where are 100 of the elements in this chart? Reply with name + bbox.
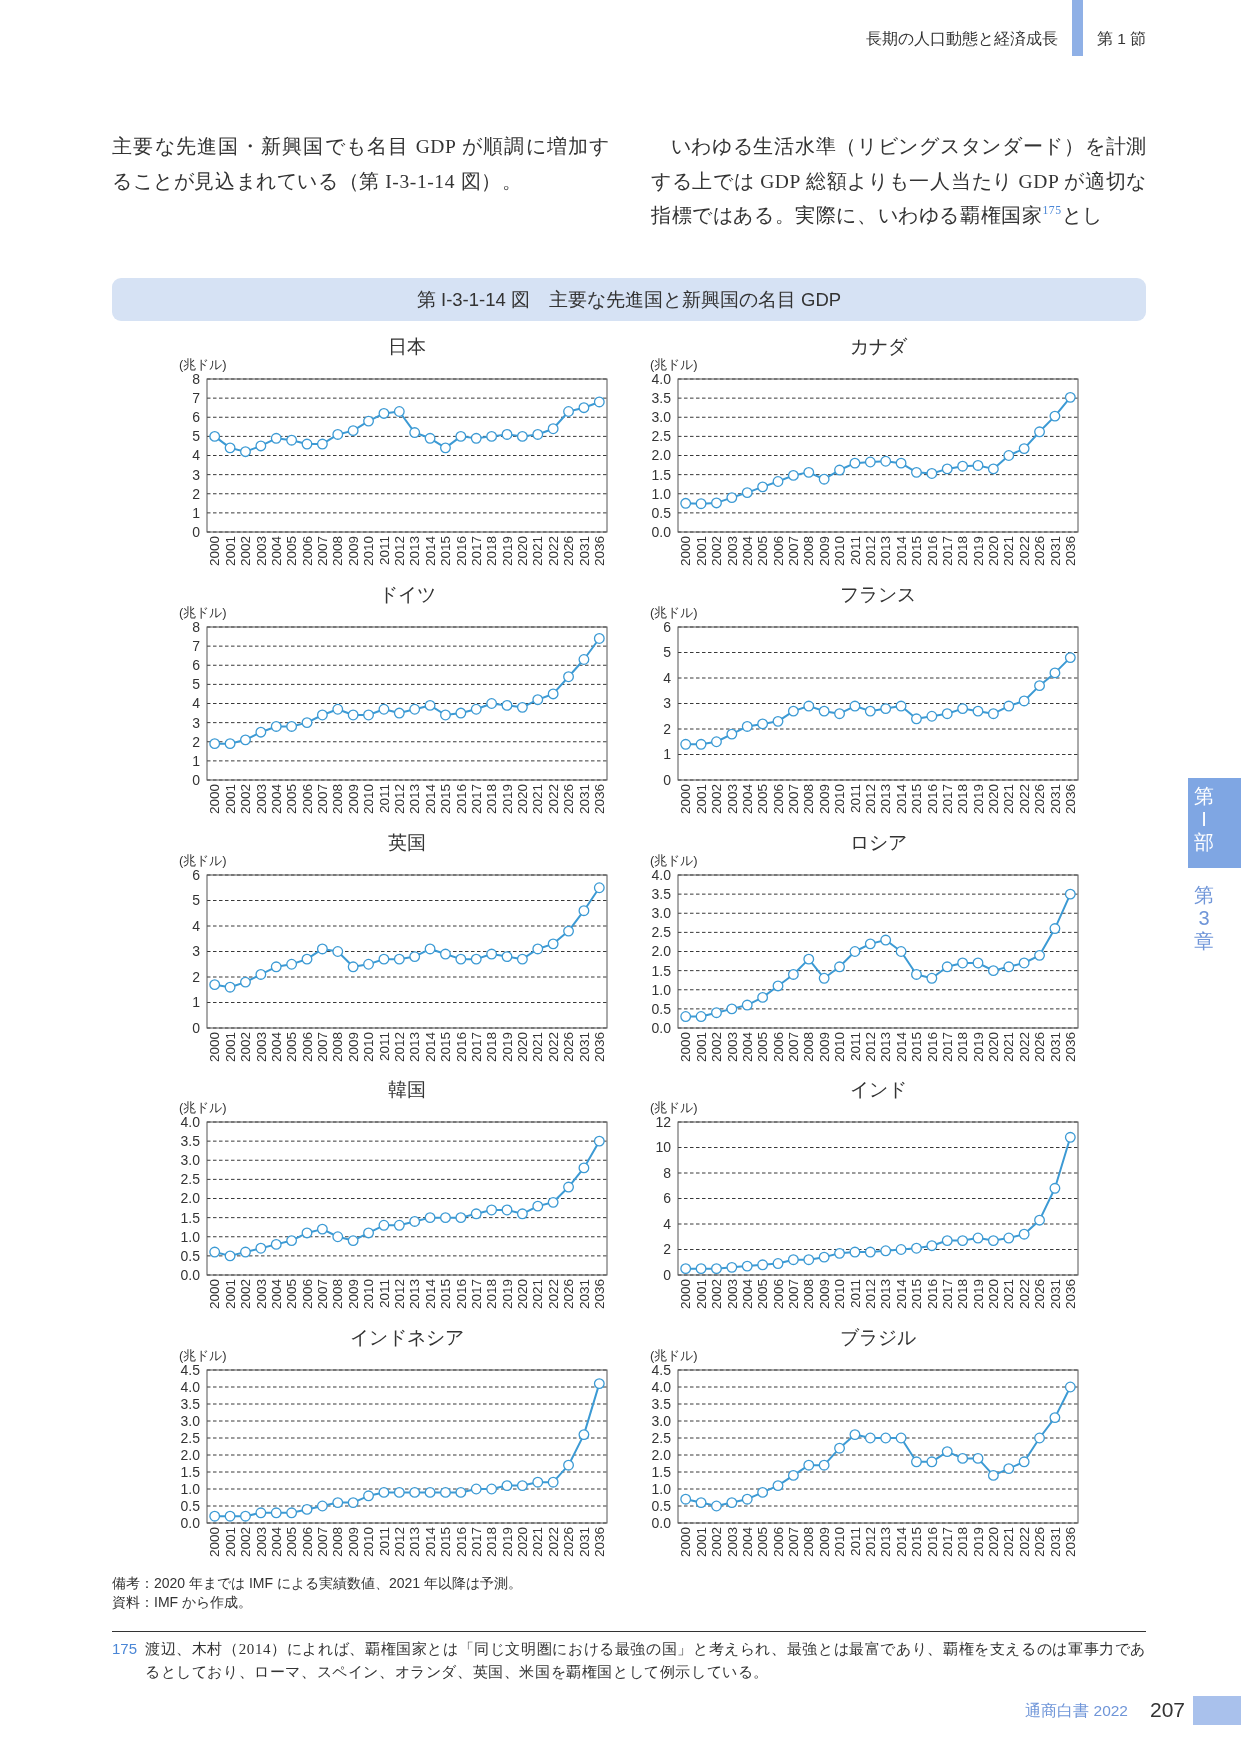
x-tick-label: 2003 bbox=[253, 783, 269, 814]
x-tick-label: 2003 bbox=[724, 1031, 740, 1062]
point bbox=[1049, 410, 1061, 422]
point bbox=[1003, 1463, 1015, 1475]
point bbox=[440, 948, 451, 960]
x-tick-label: 2021 bbox=[530, 1279, 546, 1310]
y-tick-label: 1.5 bbox=[651, 962, 672, 979]
x-tick-label: 2013 bbox=[878, 1279, 894, 1310]
point bbox=[240, 1510, 251, 1522]
point bbox=[270, 720, 282, 732]
y-axis-title: (兆ドル) bbox=[650, 357, 698, 372]
point bbox=[1064, 651, 1076, 663]
y-tick-label: 2 bbox=[663, 720, 672, 737]
y-axis-title: (兆ドル) bbox=[650, 604, 698, 620]
x-tick-label: 2012 bbox=[392, 1031, 408, 1062]
point bbox=[711, 1263, 722, 1275]
point bbox=[224, 981, 236, 993]
point bbox=[757, 1487, 769, 1499]
x-tick-label: 2001 bbox=[222, 1031, 238, 1062]
point bbox=[455, 1212, 467, 1224]
y-tick-label: 1.0 bbox=[651, 485, 672, 502]
point bbox=[911, 1243, 922, 1255]
point bbox=[680, 1010, 692, 1022]
point bbox=[849, 700, 861, 712]
y-tick-label: 4 bbox=[192, 917, 201, 934]
point bbox=[455, 1487, 467, 1499]
x-tick-label: 2001 bbox=[222, 1527, 238, 1558]
y-tick-label: 6 bbox=[663, 1190, 672, 1207]
x-tick-label: 2005 bbox=[755, 1527, 771, 1558]
y-tick-label: 4.0 bbox=[180, 1114, 201, 1131]
x-tick-label: 2015 bbox=[909, 1279, 925, 1310]
point bbox=[757, 991, 769, 1003]
x-tick-label: 2011 bbox=[847, 536, 863, 566]
point bbox=[895, 700, 907, 712]
x-tick-label: 2004 bbox=[739, 1031, 755, 1062]
point bbox=[864, 937, 876, 949]
point bbox=[332, 945, 344, 957]
point bbox=[563, 1181, 574, 1193]
point bbox=[378, 953, 390, 965]
point bbox=[972, 705, 984, 717]
y-tick-label: 7 bbox=[192, 390, 201, 407]
point bbox=[987, 964, 999, 976]
x-tick-label: 2012 bbox=[863, 1279, 879, 1310]
point bbox=[424, 1212, 436, 1224]
y-tick-label: 2.5 bbox=[180, 1430, 201, 1447]
x-tick-label: 2000 bbox=[678, 783, 694, 814]
x-tick-label: 2018 bbox=[955, 1279, 971, 1310]
y-tick-label: 0 bbox=[192, 771, 201, 788]
point bbox=[393, 406, 405, 417]
point bbox=[680, 497, 692, 509]
point bbox=[440, 709, 451, 721]
x-tick-label: 2004 bbox=[268, 1278, 284, 1310]
x-tick-label: 2026 bbox=[561, 783, 577, 814]
y-tick-label: 3.0 bbox=[651, 1413, 672, 1430]
y-tick-label: 8 bbox=[663, 1165, 672, 1182]
point bbox=[516, 430, 528, 442]
point bbox=[695, 738, 707, 750]
x-tick-label: 2012 bbox=[392, 536, 408, 567]
point bbox=[941, 708, 953, 719]
point bbox=[301, 953, 313, 965]
x-tick-label: 2017 bbox=[468, 1279, 484, 1310]
y-tick-label: 10 bbox=[655, 1139, 672, 1156]
x-tick-label: 2018 bbox=[955, 1527, 971, 1558]
point bbox=[1034, 680, 1045, 691]
point bbox=[1003, 960, 1015, 972]
x-tick-label: 2026 bbox=[1032, 1031, 1048, 1062]
point bbox=[957, 702, 969, 714]
x-tick-label: 2015 bbox=[438, 783, 454, 814]
x-tick-label: 2014 bbox=[893, 1526, 909, 1558]
x-tick-label: 2009 bbox=[816, 1527, 832, 1558]
y-tick-label: 3.0 bbox=[180, 1413, 201, 1430]
text: 渡辺、木村（2014）によれば、覇権国家とは「同じ文明圏における最強の国」と考えられ、最強とは最富であり、覇権を支えるのは軍事力であるとしており、ローマ、スペイン、オランダ、英国、米国を覇権国として例示している。 bbox=[145, 1640, 1146, 1682]
point bbox=[864, 1246, 876, 1258]
y-tick-label: 4.5 bbox=[651, 1362, 672, 1379]
point bbox=[818, 1459, 830, 1471]
y-tick-label: 2.5 bbox=[651, 923, 672, 940]
x-tick-label: 2002 bbox=[709, 536, 725, 567]
point bbox=[972, 1232, 984, 1244]
x-tick-label: 2017 bbox=[939, 1527, 955, 1558]
x-tick-label: 2013 bbox=[878, 783, 894, 814]
x-tick-label: 2006 bbox=[770, 536, 786, 567]
x-tick-label: 2015 bbox=[909, 1527, 925, 1558]
x-tick-label: 2000 bbox=[678, 1279, 694, 1310]
point bbox=[864, 705, 876, 717]
point bbox=[787, 968, 799, 980]
x-tick-label: 2009 bbox=[345, 783, 361, 814]
point bbox=[532, 429, 544, 440]
point bbox=[378, 407, 390, 419]
chart-title: ブラジル bbox=[840, 1327, 916, 1349]
x-tick-label: 2020 bbox=[515, 783, 531, 814]
x-tick-label: 2012 bbox=[863, 1527, 879, 1558]
point bbox=[695, 498, 707, 510]
x-tick-label: 2014 bbox=[422, 1278, 438, 1310]
point bbox=[270, 960, 282, 972]
x-tick-label: 2010 bbox=[832, 536, 848, 567]
point bbox=[501, 1204, 513, 1216]
point bbox=[957, 1235, 969, 1247]
x-tick-label: 2009 bbox=[345, 536, 361, 567]
x-tick-label: 2022 bbox=[1016, 1031, 1032, 1062]
x-tick-label: 2008 bbox=[330, 1527, 346, 1558]
